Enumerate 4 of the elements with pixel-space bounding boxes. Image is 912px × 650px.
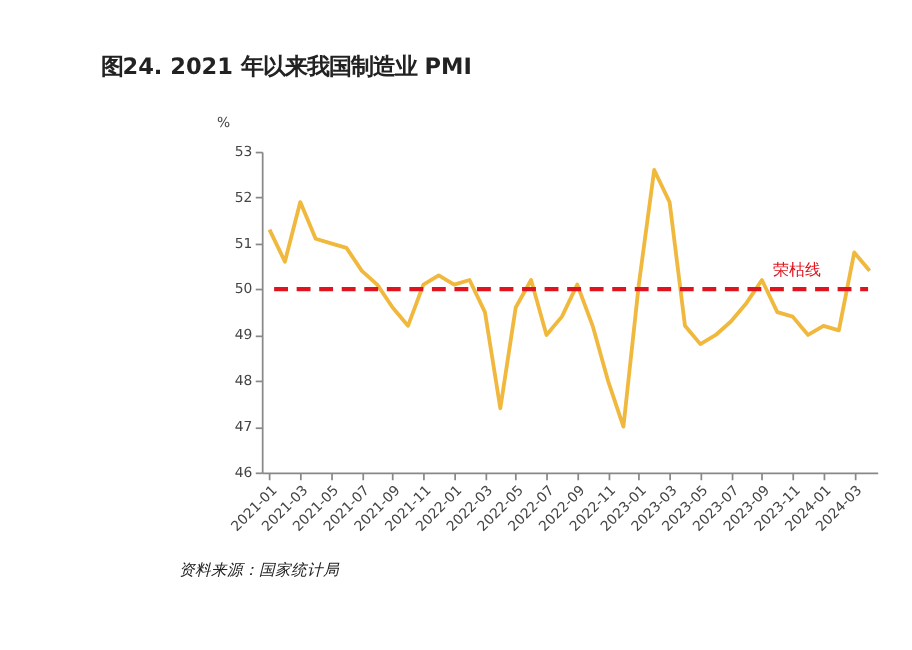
ref-line-label: 荣枯线 (773, 261, 822, 280)
chart-title: 图24. 2021 年以来我国制造业 PMI (100, 53, 472, 80)
text: 资料来源：国家统计局 (178, 560, 341, 579)
line-series (267, 168, 872, 429)
